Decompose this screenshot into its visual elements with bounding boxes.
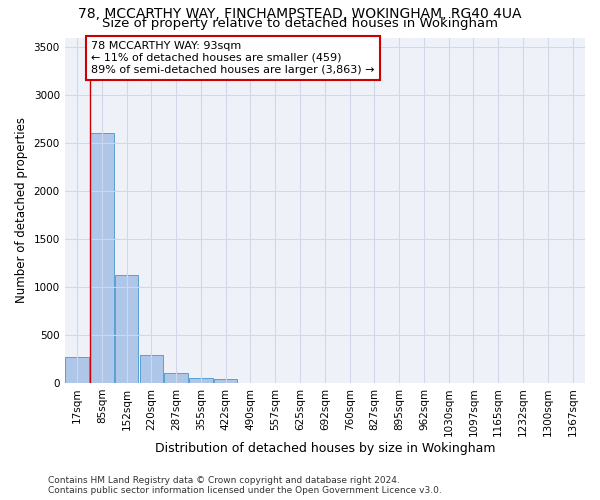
Text: Contains HM Land Registry data © Crown copyright and database right 2024.
Contai: Contains HM Land Registry data © Crown c… (48, 476, 442, 495)
Bar (90, 134, 113, 383)
Text: 78 MCCARTHY WAY: 93sqm
← 11% of detached houses are smaller (459)
89% of semi-de: 78 MCCARTHY WAY: 93sqm ← 11% of detached… (91, 42, 375, 74)
Y-axis label: Number of detached properties: Number of detached properties (15, 117, 28, 303)
Bar (214, 380, 238, 383)
Bar (164, 373, 188, 383)
Text: Size of property relative to detached houses in Wokingham: Size of property relative to detached ho… (102, 18, 498, 30)
Bar (65, 357, 89, 383)
Bar (115, 276, 139, 383)
Bar (140, 356, 163, 383)
Bar (189, 378, 213, 383)
X-axis label: Distribution of detached houses by size in Wokingham: Distribution of detached houses by size … (155, 442, 495, 455)
Text: 78, MCCARTHY WAY, FINCHAMPSTEAD, WOKINGHAM, RG40 4UA: 78, MCCARTHY WAY, FINCHAMPSTEAD, WOKINGH… (78, 8, 522, 22)
